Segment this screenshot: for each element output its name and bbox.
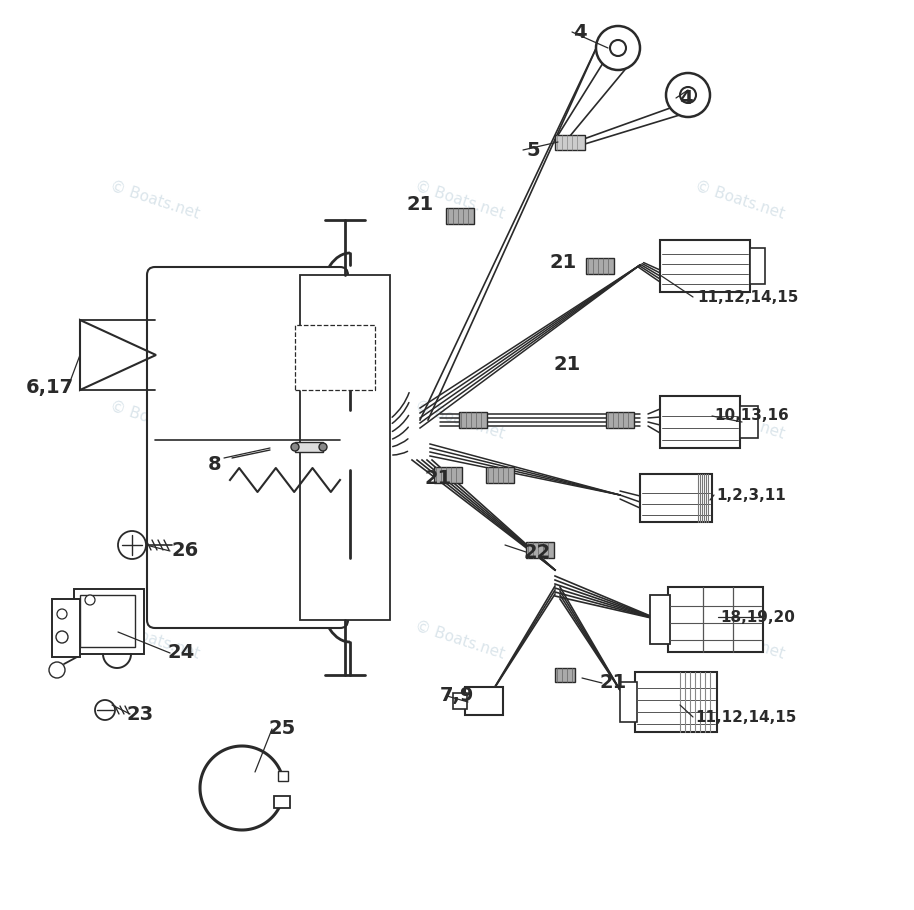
- Bar: [650, 595, 670, 644]
- FancyBboxPatch shape: [147, 267, 348, 628]
- Text: 23: 23: [126, 704, 154, 723]
- Circle shape: [85, 595, 95, 605]
- Text: 18,19,20: 18,19,20: [720, 610, 795, 624]
- Text: 21: 21: [553, 356, 580, 375]
- Bar: [80, 595, 135, 647]
- Text: © Boats.net: © Boats.net: [694, 178, 787, 221]
- Bar: [555, 135, 585, 150]
- Bar: [300, 275, 390, 620]
- Text: 6,17: 6,17: [26, 378, 74, 397]
- Circle shape: [56, 631, 68, 643]
- Bar: [465, 687, 503, 715]
- Text: 5: 5: [526, 140, 540, 159]
- Text: © Boats.net: © Boats.net: [108, 178, 202, 221]
- Bar: [526, 542, 554, 558]
- Bar: [660, 240, 750, 292]
- Circle shape: [680, 87, 696, 103]
- Text: © Boats.net: © Boats.net: [413, 619, 506, 662]
- Text: 25: 25: [269, 720, 295, 739]
- Bar: [273, 795, 290, 808]
- Bar: [586, 258, 614, 274]
- Text: 21: 21: [424, 469, 452, 488]
- Text: 10,13,16: 10,13,16: [714, 409, 789, 423]
- Text: © Boats.net: © Boats.net: [108, 619, 202, 662]
- Circle shape: [95, 700, 115, 720]
- Text: 21: 21: [549, 252, 577, 271]
- Bar: [434, 467, 462, 483]
- Text: 24: 24: [167, 643, 195, 662]
- Circle shape: [319, 443, 327, 451]
- Bar: [446, 208, 474, 224]
- Bar: [486, 467, 514, 483]
- Text: 21: 21: [407, 196, 433, 215]
- Bar: [620, 682, 637, 722]
- Circle shape: [596, 26, 640, 70]
- Bar: [606, 412, 634, 428]
- Text: 11,12,14,15: 11,12,14,15: [697, 289, 798, 305]
- Circle shape: [57, 609, 67, 619]
- Text: 22: 22: [524, 542, 550, 561]
- Text: © Boats.net: © Boats.net: [413, 399, 506, 441]
- Text: © Boats.net: © Boats.net: [108, 399, 202, 441]
- Bar: [459, 412, 487, 428]
- Text: 4: 4: [573, 23, 587, 42]
- Text: 11,12,14,15: 11,12,14,15: [695, 710, 796, 724]
- Bar: [453, 693, 467, 709]
- Bar: [295, 442, 323, 452]
- Text: 8: 8: [208, 454, 222, 473]
- Text: © Boats.net: © Boats.net: [694, 619, 787, 662]
- Circle shape: [666, 73, 710, 117]
- Text: 1,2,3,11: 1,2,3,11: [716, 488, 786, 502]
- Bar: [52, 599, 80, 657]
- Text: 21: 21: [600, 673, 627, 693]
- Bar: [635, 672, 717, 732]
- Bar: [278, 771, 288, 781]
- Bar: [750, 248, 765, 284]
- Circle shape: [49, 662, 65, 678]
- Bar: [668, 587, 763, 652]
- Text: © Boats.net: © Boats.net: [694, 399, 787, 441]
- Bar: [295, 325, 375, 390]
- Circle shape: [291, 443, 299, 451]
- Text: 4: 4: [679, 88, 693, 107]
- Bar: [660, 396, 740, 448]
- Circle shape: [610, 40, 626, 56]
- Text: 26: 26: [172, 541, 198, 561]
- Bar: [555, 668, 575, 682]
- Text: 7,9: 7,9: [440, 686, 474, 705]
- Bar: [740, 406, 758, 438]
- Bar: [74, 589, 144, 654]
- Bar: [640, 474, 712, 522]
- Circle shape: [118, 531, 146, 559]
- Text: © Boats.net: © Boats.net: [413, 178, 506, 221]
